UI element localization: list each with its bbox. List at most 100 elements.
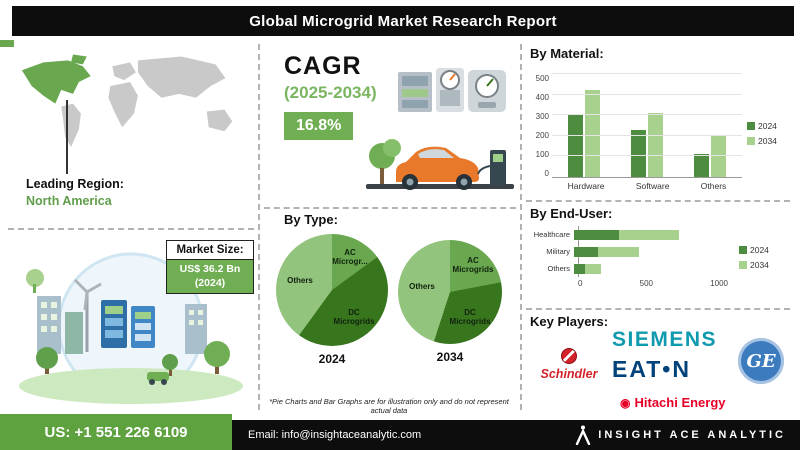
brand-block: INSIGHT ACE ANALYTIC xyxy=(575,425,786,445)
by-end-user-rows: Healthcare Military Others xyxy=(528,226,734,277)
by-end-user-chart: Healthcare Military Others 0 500 1000 2024 20… xyxy=(528,226,786,304)
map-connector-line xyxy=(66,100,68,174)
email-text: Email: info@insightaceanalytic.com xyxy=(248,429,422,441)
leading-region: Leading Region: North America xyxy=(26,176,124,210)
legend-swatch xyxy=(739,260,747,269)
by-type-title: By Type: xyxy=(284,212,338,227)
bar-hardware-2024 xyxy=(567,115,583,177)
x-tick-label: Software xyxy=(635,181,670,191)
green-accent-top-left xyxy=(0,40,14,47)
end-user-bar-track xyxy=(574,229,724,240)
legend-swatch xyxy=(747,136,755,145)
y-tick-label: 100 xyxy=(535,150,549,159)
key-players-title: Key Players: xyxy=(530,314,609,329)
y-tick-label: 300 xyxy=(535,112,549,121)
insight-ace-logo-icon xyxy=(576,425,591,445)
end-user-row-label: Military xyxy=(546,247,570,256)
siemens-logo: SIEMENS xyxy=(612,328,718,351)
cagr-block: CAGR (2025-2034) 16.8% xyxy=(284,52,377,140)
y-tick-label: 500 xyxy=(535,74,549,83)
by-end-user-legend: 2024 2034 xyxy=(734,226,778,288)
x-tick-label: Hardware xyxy=(567,181,605,191)
market-size-callout: Market Size: US$ 36.2 Bn (2024) xyxy=(166,240,254,295)
end-user-row-label: Others xyxy=(547,264,570,273)
legend-label: 2034 xyxy=(750,259,769,270)
market-size-value: US$ 36.2 Bn (2024) xyxy=(167,259,253,294)
gridline xyxy=(552,134,742,136)
gridline xyxy=(552,93,742,95)
legend-label: 2024 xyxy=(750,244,769,255)
ge-monogram-icon: GE xyxy=(738,338,784,384)
bar-software-2034 xyxy=(647,113,663,177)
legend-item-2024: 2024 xyxy=(739,245,778,255)
cagr-period: (2025-2034) xyxy=(284,83,377,102)
gridline xyxy=(552,114,742,116)
hitachi-wordmark: Hitachi Energy xyxy=(634,395,726,410)
key-players-logos: SIEMENS Schindler EAT•N GE ◉ Hitachi Ene… xyxy=(528,328,790,412)
bar-healthcare-2024 xyxy=(574,229,619,240)
legend-label: 2034 xyxy=(758,135,777,146)
bar-others-2024 xyxy=(574,263,585,274)
report-title-bar: Global Microgrid Market Research Report xyxy=(12,6,794,36)
bar-hardware-2034 xyxy=(584,90,600,177)
world-map xyxy=(14,52,250,176)
by-material-title: By Material: xyxy=(530,46,604,61)
x-tick-label: 1000 xyxy=(710,279,728,288)
pie-2034: AC Microgrids DC Microgrids Others xyxy=(398,240,502,344)
bar-healthcare-2034 xyxy=(619,229,679,240)
footer-bar: Email: info@insightaceanalytic.com INSIG… xyxy=(232,420,800,450)
pie-slice-label-others: Others xyxy=(409,282,435,291)
pie-slice-label-dc: DC Microgrids xyxy=(449,308,491,327)
end-user-row-healthcare: Healthcare xyxy=(528,226,734,243)
market-size-label: Market Size: xyxy=(176,244,244,256)
hitachi-energy-logo: ◉ Hitachi Energy xyxy=(620,395,726,410)
brand-name: INSIGHT ACE ANALYTIC xyxy=(598,429,786,441)
end-user-bar-track xyxy=(574,263,724,274)
battery-storage-svg xyxy=(398,68,506,112)
disclaimer-footnote: *Pie Charts and Bar Graphs are for illus… xyxy=(269,397,509,415)
divider-right-column-2 xyxy=(526,308,790,310)
legend-label: 2024 xyxy=(758,120,777,131)
eaton-logo: EAT•N xyxy=(612,356,691,382)
pie-slice-label-dc: DC Microgrids xyxy=(333,308,375,327)
by-end-user-xaxis: 0 500 1000 xyxy=(578,277,728,288)
cagr-label: CAGR xyxy=(284,52,362,80)
end-user-row-military: Military xyxy=(528,243,734,260)
leading-region-value: North America xyxy=(26,193,112,208)
legend-item-2034: 2034 xyxy=(747,136,786,146)
world-map-svg xyxy=(21,54,233,147)
bar-software-2024 xyxy=(630,129,646,177)
pie-2024: AC Microgr... DC Microgrids Others xyxy=(276,234,388,346)
bar-others-2024 xyxy=(694,154,710,177)
bar-military-2034 xyxy=(598,246,639,257)
y-tick-label: 200 xyxy=(535,131,549,140)
x-tick-label: Others xyxy=(700,181,727,191)
market-size-year: (2024) xyxy=(194,276,226,289)
ev-charging-svg xyxy=(366,139,514,190)
by-material-chart: 500 400 300 200 100 0 Hardware Software Others … xyxy=(528,73,786,192)
gridline xyxy=(552,155,742,157)
by-material-xaxis: Hardware Software Others xyxy=(552,178,742,192)
by-material-plot xyxy=(552,73,742,178)
pie-chart-2024: AC Microgr... DC Microgrids Others 2024 xyxy=(276,234,388,366)
pie-2034-year-label: 2034 xyxy=(436,350,464,364)
end-user-bar-track xyxy=(574,246,724,257)
pie-2024-year-label: 2024 xyxy=(318,352,346,366)
pie-slice-label-ac: AC Microgr... xyxy=(332,248,368,267)
end-user-row-others: Others xyxy=(528,260,734,277)
bar-group-software xyxy=(630,74,663,177)
divider-left-column xyxy=(8,228,254,230)
schindler-icon xyxy=(561,348,577,364)
legend-swatch xyxy=(747,121,755,130)
pie-slice-label-others: Others xyxy=(287,276,313,285)
ev-charging-illustration xyxy=(366,116,514,206)
divider-middle-column xyxy=(264,207,516,209)
pie-slice-label-ac: AC Microgrids xyxy=(452,256,494,275)
y-tick-label: 0 xyxy=(544,169,549,178)
schindler-wordmark: Schindler xyxy=(540,367,598,381)
by-material-legend: 2024 2034 xyxy=(742,74,786,192)
bar-military-2024 xyxy=(574,246,598,257)
ge-logo: GE xyxy=(738,338,784,384)
divider-right-column-1 xyxy=(526,200,790,202)
